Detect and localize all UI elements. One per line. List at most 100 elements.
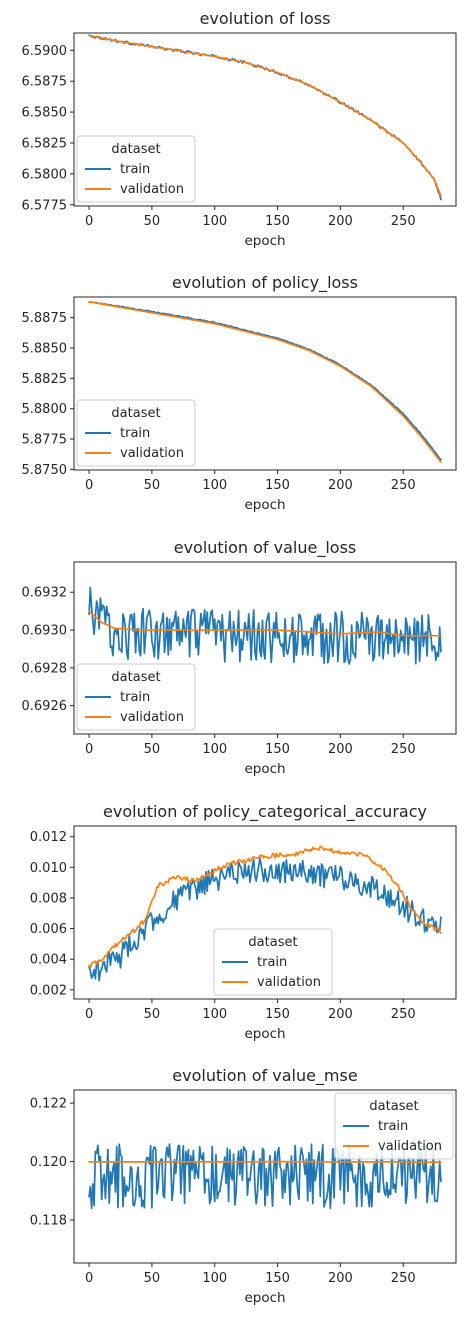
series-line-validation <box>88 34 442 197</box>
x-tick-label: 100 <box>202 214 227 229</box>
series-line-validation <box>88 845 442 969</box>
x-tick-label: 150 <box>265 214 290 229</box>
x-tick-label: 200 <box>328 1007 353 1022</box>
chart-title: evolution of loss <box>200 9 331 28</box>
x-tick-label: 100 <box>202 1007 227 1022</box>
legend: dataset train validation <box>76 663 196 731</box>
series-group <box>88 1143 442 1210</box>
y-tick-label: 6.5875 <box>22 75 68 90</box>
x-tick-label: 200 <box>328 214 353 229</box>
legend: dataset train validation <box>334 1092 454 1160</box>
legend-entry-validation: validation <box>378 1139 442 1154</box>
legend-box <box>76 663 196 731</box>
series-group <box>88 586 442 665</box>
series-group <box>88 845 442 982</box>
series-line-train <box>88 301 442 461</box>
legend-title: dataset <box>111 142 160 157</box>
x-tick-label: 0 <box>85 1007 93 1022</box>
legend-entry-validation: validation <box>120 182 184 197</box>
x-tick-label: 200 <box>328 1271 353 1286</box>
legend: dataset train validation <box>213 928 333 996</box>
x-tick-label: 150 <box>265 478 290 493</box>
y-tick-label: 0.006 <box>30 922 67 937</box>
legend-entry-train: train <box>120 690 150 705</box>
series-line-train <box>88 586 442 665</box>
y-tick-label: 0.6928 <box>22 661 68 676</box>
y-tick-label: 5.8875 <box>22 311 68 326</box>
legend-title: dataset <box>248 935 297 950</box>
plot-frame <box>73 561 457 735</box>
legend: dataset train validation <box>76 399 196 467</box>
x-tick-label: 250 <box>391 478 416 493</box>
y-tick-label: 0.6930 <box>22 624 68 639</box>
series-line-validation <box>88 1160 442 1164</box>
x-tick-label: 50 <box>144 1271 161 1286</box>
series-line-train <box>88 1143 442 1210</box>
x-tick-label: 0 <box>85 214 93 229</box>
series-group <box>88 34 442 201</box>
x-tick-label: 50 <box>144 742 161 757</box>
legend-entry-train: train <box>120 426 150 441</box>
series-group <box>88 301 442 463</box>
chart-2: evolution of policy_loss 0 50 100 150 200 250 e… <box>22 273 457 513</box>
x-tick-label: 100 <box>202 742 227 757</box>
x-tick-label: 0 <box>85 1271 93 1286</box>
y-tick-label: 6.5800 <box>22 167 68 182</box>
chart-3: evolution of value_loss 0 50 100 150 200 250 ep… <box>22 538 457 777</box>
chart-5: evolution of value_mse 0 50 100 150 200 250 epo… <box>30 1066 457 1306</box>
x-tick-label: 50 <box>144 214 161 229</box>
chart-title: evolution of policy_categorical_accuracy <box>103 802 427 822</box>
legend-entry-train: train <box>257 955 287 970</box>
series-line-validation <box>88 610 442 637</box>
chart-title: evolution of value_loss <box>174 538 357 558</box>
legend-title: dataset <box>111 670 160 685</box>
plot-frame <box>73 296 457 471</box>
x-tick-label: 200 <box>328 478 353 493</box>
x-tick-label: 200 <box>328 742 353 757</box>
plot-frame <box>73 825 457 1000</box>
legend: dataset train validation <box>76 135 196 203</box>
series-line-validation <box>88 301 442 463</box>
x-tick-label: 100 <box>202 478 227 493</box>
x-tick-label: 150 <box>265 742 290 757</box>
y-tick-label: 0.6932 <box>22 586 68 601</box>
x-tick-label: 50 <box>144 478 161 493</box>
y-tick-label: 5.8750 <box>22 463 68 478</box>
chart-title: evolution of policy_loss <box>172 273 358 293</box>
legend-entry-validation: validation <box>120 710 184 725</box>
y-tick-label: 6.5900 <box>22 44 68 59</box>
x-tick-label: 50 <box>144 1007 161 1022</box>
legend-title: dataset <box>369 1099 418 1114</box>
x-tick-label: 150 <box>265 1271 290 1286</box>
legend-entry-train: train <box>378 1119 408 1134</box>
y-tick-label: 0.6926 <box>22 699 68 714</box>
x-axis-label: epoch <box>244 761 285 777</box>
x-tick-label: 250 <box>391 1271 416 1286</box>
x-tick-label: 100 <box>202 1271 227 1286</box>
y-tick-label: 0.120 <box>30 1155 67 1170</box>
y-tick-label: 6.5775 <box>22 198 68 213</box>
y-tick-label: 6.5825 <box>22 136 68 151</box>
legend-box <box>76 135 196 203</box>
y-tick-label: 0.012 <box>30 830 67 845</box>
y-tick-label: 5.8850 <box>22 341 68 356</box>
y-tick-label: 0.122 <box>30 1097 67 1112</box>
y-tick-label: 5.8800 <box>22 402 68 417</box>
y-tick-label: 0.008 <box>30 891 67 906</box>
legend-title: dataset <box>111 406 160 421</box>
y-tick-label: 0.004 <box>30 953 67 968</box>
y-tick-label: 0.118 <box>30 1214 67 1229</box>
x-tick-label: 250 <box>391 1007 416 1022</box>
x-tick-label: 250 <box>391 214 416 229</box>
chart-1: evolution of loss 0 50 100 150 200 250 epoch 6.5… <box>22 9 457 249</box>
x-tick-label: 0 <box>85 478 93 493</box>
plot-frame <box>73 1089 457 1264</box>
x-axis-label: epoch <box>244 1026 285 1042</box>
x-tick-label: 0 <box>85 742 93 757</box>
chart-title: evolution of value_mse <box>172 1066 357 1086</box>
plot-frame <box>73 32 457 207</box>
legend-entry-validation: validation <box>120 446 184 461</box>
legend-box <box>334 1092 454 1160</box>
chart-4: evolution of policy_categorical_accuracy… <box>30 802 457 1042</box>
